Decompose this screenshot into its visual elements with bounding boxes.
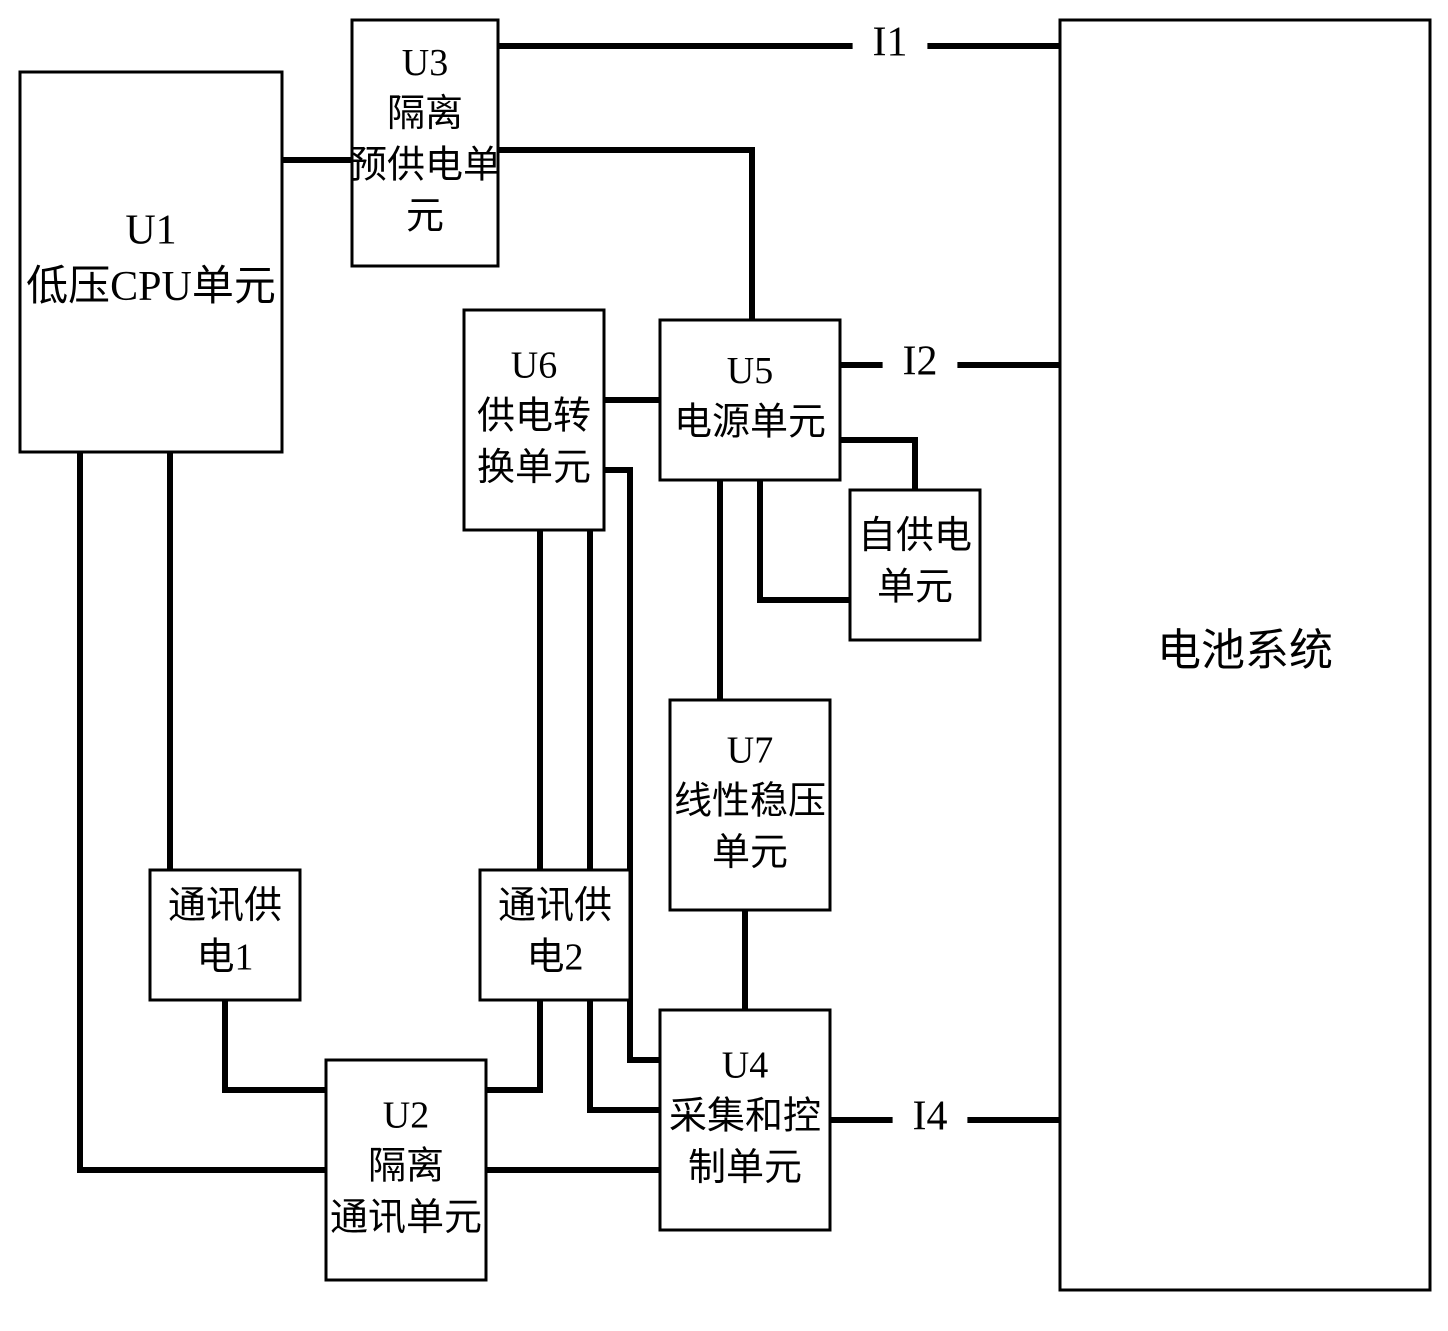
edge-label-u3-bat-i1: I1 <box>873 20 908 66</box>
label-U5-line0: U5 <box>727 350 773 392</box>
label-COM2-line1: 电2 <box>526 936 583 978</box>
label-U5-line1: 电源单元 <box>674 401 826 443</box>
label-U7-line2: 单元 <box>712 832 788 874</box>
edge-u3-u5 <box>498 150 752 320</box>
box-SELF <box>850 490 980 640</box>
label-U1-line0: U1 <box>125 207 176 253</box>
edge-u1-u2 <box>80 452 326 1170</box>
label-U4-line1: 采集和控 <box>669 1096 821 1138</box>
label-U3-line0: U3 <box>402 42 448 84</box>
label-COM1-line0: 通讯供 <box>168 885 282 927</box>
boxes-layer: U1低压CPU单元U3隔离预供电单元U6供电转换单元U5电源单元自供电单元U7线… <box>20 20 1430 1290</box>
label-U4-line0: U4 <box>722 1044 768 1086</box>
label-U2-line2: 通讯单元 <box>330 1197 482 1239</box>
edge-label-u4-bat-i4: I4 <box>913 1094 948 1140</box>
label-U2-line1: 隔离 <box>368 1146 444 1188</box>
edge-u5-self-top <box>840 440 915 490</box>
label-COM2-line0: 通讯供 <box>498 885 612 927</box>
edge-label-u5-bat-i2: I2 <box>903 339 938 385</box>
label-U6-line2: 换单元 <box>477 447 591 489</box>
label-BAT-line0: 电池系统 <box>1157 626 1333 675</box>
label-U2-line0: U2 <box>383 1094 429 1136</box>
label-U7-line1: 线性稳压 <box>674 781 826 823</box>
label-U7-line0: U7 <box>727 729 773 771</box>
box-U5 <box>660 320 840 480</box>
label-U3-line2: 预供电单 <box>349 144 501 186</box>
label-SELF-line1: 单元 <box>877 566 953 608</box>
label-U1-line1: 低压CPU单元 <box>26 264 276 310</box>
edge-com2-u2 <box>486 1000 540 1090</box>
label-U4-line2: 制单元 <box>688 1147 802 1189</box>
label-U6-line0: U6 <box>511 344 557 386</box>
box-U1 <box>20 72 282 452</box>
label-COM1-line1: 电1 <box>196 936 253 978</box>
label-SELF-line0: 自供电 <box>858 515 972 557</box>
label-U3-line3: 元 <box>406 196 444 238</box>
label-U6-line1: 供电转 <box>477 396 591 438</box>
edge-u6-u4-a <box>590 530 660 1110</box>
edge-com1-u2 <box>225 1000 326 1090</box>
label-U3-line1: 隔离 <box>387 93 463 135</box>
